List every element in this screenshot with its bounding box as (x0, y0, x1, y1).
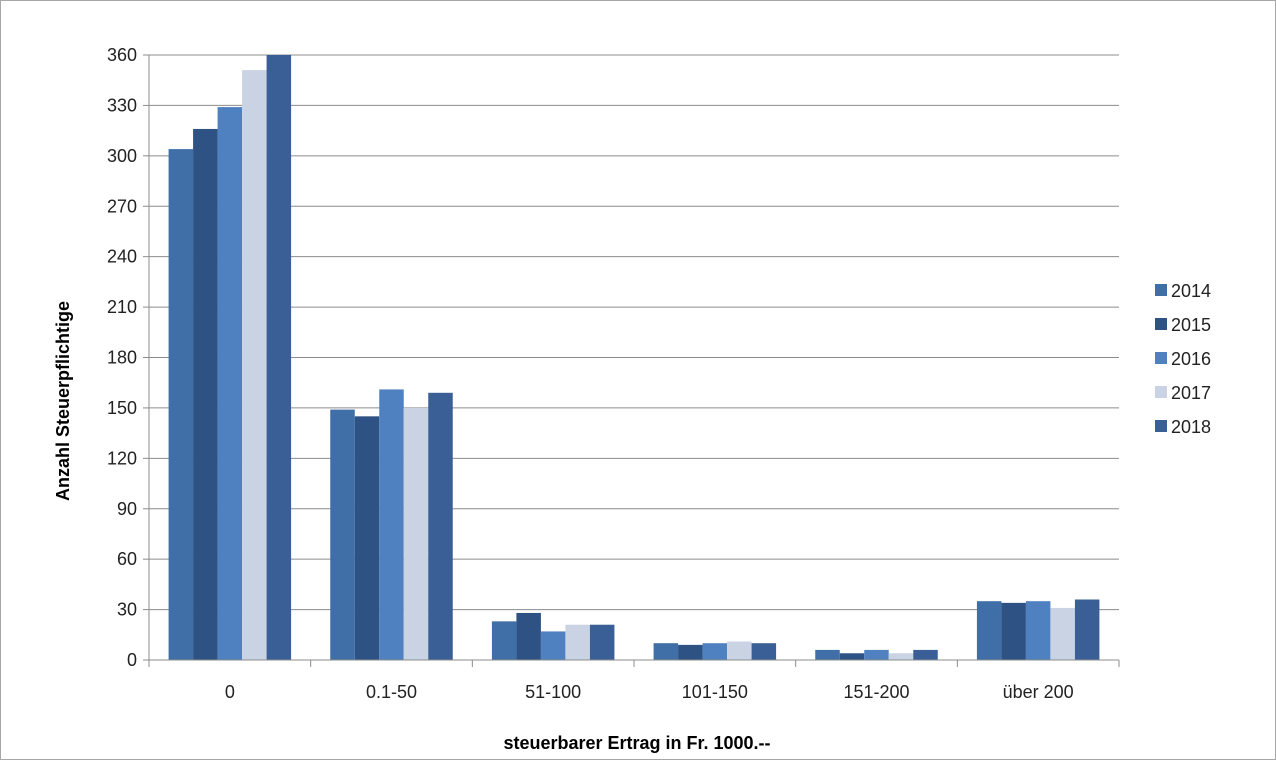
y-tick-label: 150 (107, 398, 137, 418)
legend-swatch-2014 (1155, 284, 1167, 296)
gridlines (143, 54, 1119, 661)
y-tick-label: 120 (107, 448, 137, 468)
bar-2015-2 (354, 416, 380, 660)
y-tick-label: 180 (107, 348, 137, 368)
legend-label-2018: 2018 (1171, 417, 1211, 437)
bar-2017-6 (1050, 607, 1075, 660)
legend-label-2016: 2016 (1171, 349, 1211, 369)
legend-swatch-2016 (1155, 352, 1167, 364)
bar-2016-1 (217, 107, 243, 660)
bar-2018-4 (751, 643, 777, 660)
x-tick-labels: 0 0.1-50 51-100 101-150 151-200 über 200 (225, 682, 1074, 702)
bar-2017-1 (242, 70, 267, 660)
x-tick-label: 151-200 (843, 682, 909, 702)
legend-swatch-2017 (1155, 386, 1167, 398)
y-tick-label: 360 (107, 45, 137, 65)
bar-2015-1 (193, 128, 218, 660)
bar-2018-2 (428, 392, 453, 660)
bar-2018-5 (913, 649, 938, 660)
bar-2014-3 (491, 621, 517, 660)
y-tick-label: 60 (117, 549, 137, 569)
x-tick-label: 0.1-50 (366, 682, 417, 702)
legend-swatch-2018 (1155, 420, 1167, 432)
legend-label-2015: 2015 (1171, 315, 1211, 335)
bar-2017-5 (888, 653, 914, 660)
bar-2016-5 (864, 649, 889, 660)
x-tick-label: 51-100 (525, 682, 581, 702)
bar-2015-4 (678, 644, 703, 660)
bar-2018-6 (1074, 599, 1100, 660)
y-tick-label: 0 (127, 650, 137, 670)
bar-2015-5 (839, 653, 865, 660)
x-tick-label: 0 (225, 682, 235, 702)
legend-swatch-2015 (1155, 318, 1167, 330)
bar-2014-1 (168, 149, 194, 660)
bar-2016-2 (379, 389, 404, 660)
bar-2016-3 (540, 631, 566, 660)
y-tick-label: 30 (117, 600, 137, 620)
legend-label-2017: 2017 (1171, 383, 1211, 403)
bar-2015-6 (1001, 602, 1026, 660)
y-tick-labels: 0 30 60 90 120 150 180 210 240 270 300 330 360 (107, 45, 137, 670)
y-tick-label: 90 (117, 499, 137, 519)
bar-2018-1 (266, 55, 292, 660)
y-tick-label: 330 (107, 95, 137, 115)
bar-2016-4 (702, 643, 728, 660)
bar-2014-2 (330, 409, 355, 660)
y-tick-label: 240 (107, 247, 137, 267)
x-tick-label: 101-150 (682, 682, 748, 702)
legend: 2014 2015 2016 2017 2018 (1155, 281, 1211, 437)
bar-2014-5 (815, 649, 840, 660)
bar-2017-4 (727, 641, 752, 660)
bars (168, 55, 1100, 660)
x-tick-label: über 200 (1003, 682, 1074, 702)
y-axis-title: Anzahl Steuerpflichtige (53, 301, 73, 501)
y-tick-label: 300 (107, 146, 137, 166)
bar-2017-3 (565, 624, 590, 660)
bar-2018-3 (589, 624, 615, 660)
x-axis-title: steuerbarer Ertrag in Fr. 1000.-- (503, 733, 770, 753)
bar-2016-6 (1025, 601, 1051, 660)
bar-2014-4 (653, 643, 679, 660)
y-tick-label: 210 (107, 297, 137, 317)
axes (148, 55, 1120, 667)
legend-label-2014: 2014 (1171, 281, 1211, 301)
y-tick-label: 270 (107, 196, 137, 216)
bar-2014-6 (976, 601, 1002, 660)
bar-2017-2 (403, 407, 429, 660)
bar-2015-3 (516, 612, 541, 660)
